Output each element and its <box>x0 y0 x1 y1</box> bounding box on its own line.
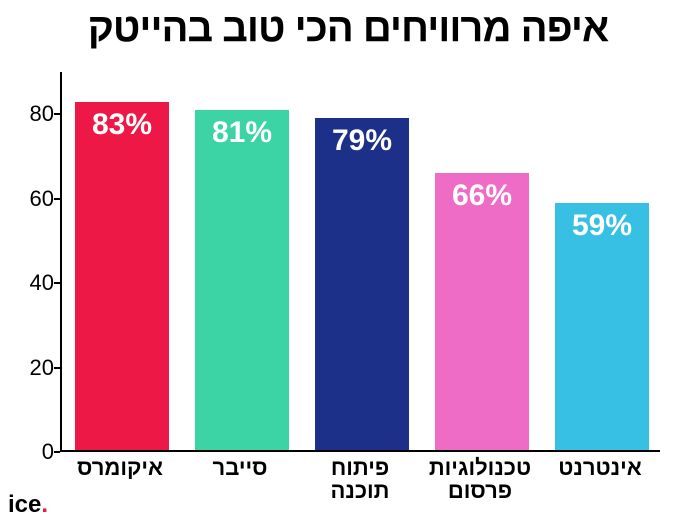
x-category-label: פיתוח תוכנה <box>300 456 420 502</box>
x-category-label: טכנולוגיות פרסום <box>420 456 540 502</box>
y-tick-label: 0 <box>20 439 54 465</box>
bar-value-label: 83% <box>75 108 169 142</box>
y-tick-label: 20 <box>20 355 54 381</box>
y-tick-label: 40 <box>20 270 54 296</box>
logo-text: ice <box>8 491 41 518</box>
y-tick-mark <box>54 113 60 115</box>
bar-value-label: 59% <box>555 209 649 243</box>
bar-value-label: 81% <box>195 116 289 150</box>
x-category-label: איקומרס <box>60 456 180 479</box>
y-tick-mark <box>54 198 60 200</box>
y-tick-label: 60 <box>20 186 54 212</box>
bar: 59% <box>555 203 649 450</box>
y-tick-mark <box>54 367 60 369</box>
bar: 83% <box>75 102 169 450</box>
bar-value-label: 79% <box>315 124 409 158</box>
bar: 66% <box>435 173 529 450</box>
chart-area: 02040608083%איקומרס81%סייבר79%פיתוח תוכנ… <box>60 72 660 452</box>
bar-value-label: 66% <box>435 179 529 213</box>
y-tick-mark <box>54 451 60 453</box>
logo-dot: . <box>41 491 48 518</box>
chart-title: איפה מרוויחים הכי טוב בהייטק <box>0 0 696 53</box>
y-tick-mark <box>54 282 60 284</box>
bar: 81% <box>195 110 289 450</box>
bar: 79% <box>315 118 409 450</box>
y-axis <box>60 72 62 452</box>
x-category-label: אינטרנט <box>540 456 660 479</box>
y-tick-label: 80 <box>20 101 54 127</box>
x-category-label: סייבר <box>180 456 300 479</box>
x-axis <box>60 450 660 452</box>
brand-logo: ice. <box>8 491 48 519</box>
plot-region: 02040608083%איקומרס81%סייבר79%פיתוח תוכנ… <box>60 72 660 452</box>
